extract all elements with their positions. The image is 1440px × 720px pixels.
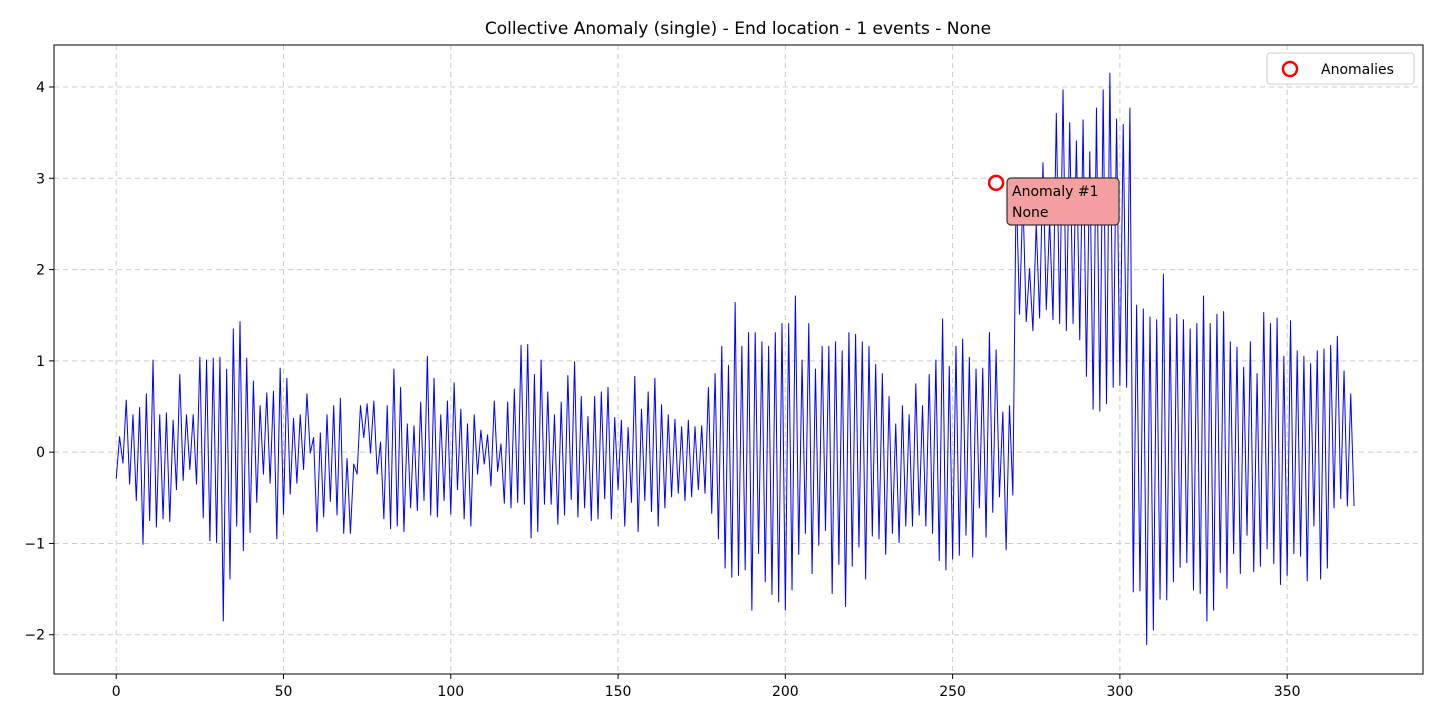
x-tick-label: 150	[605, 684, 632, 700]
chart-title: Collective Anomaly (single) - End locati…	[485, 19, 991, 39]
legend-box	[1266, 52, 1415, 85]
y-tick-label: 0	[36, 445, 45, 461]
x-axis: 0 50 100 150 200 250 300 350	[112, 674, 1301, 700]
anomaly-marker	[987, 174, 1005, 192]
annotation-box	[1006, 177, 1120, 226]
y-axis: −2 −1 0 1 2 3 4	[24, 80, 54, 644]
y-tick-label: −1	[24, 536, 45, 552]
x-tick-label: 100	[437, 684, 464, 700]
y-tick-label: 3	[36, 171, 45, 187]
y-tick-label: 1	[36, 354, 45, 370]
x-tick-label: 200	[772, 684, 799, 700]
plot-frame	[53, 44, 1424, 675]
x-tick-label: 0	[112, 684, 121, 700]
series-layer	[115, 72, 1355, 646]
y-tick-label: −2	[24, 628, 45, 644]
legend-label: Anomalies	[1321, 62, 1394, 78]
x-tick-label: 350	[1274, 684, 1301, 700]
x-tick-label: 50	[275, 684, 293, 700]
y-tick-label: 4	[36, 80, 45, 96]
anomaly-layer	[987, 174, 1005, 192]
y-tick-label: 2	[36, 263, 45, 279]
annotation: Anomaly #1 None	[1006, 177, 1120, 226]
x-tick-label: 250	[939, 684, 966, 700]
legend-marker-icon	[1281, 60, 1299, 78]
series-line	[115, 72, 1355, 646]
annotation-line-2: None	[1012, 205, 1049, 221]
x-tick-label: 300	[1107, 684, 1134, 700]
annotation-line-1: Anomaly #1	[1012, 184, 1099, 200]
legend: Anomalies	[1266, 52, 1415, 85]
